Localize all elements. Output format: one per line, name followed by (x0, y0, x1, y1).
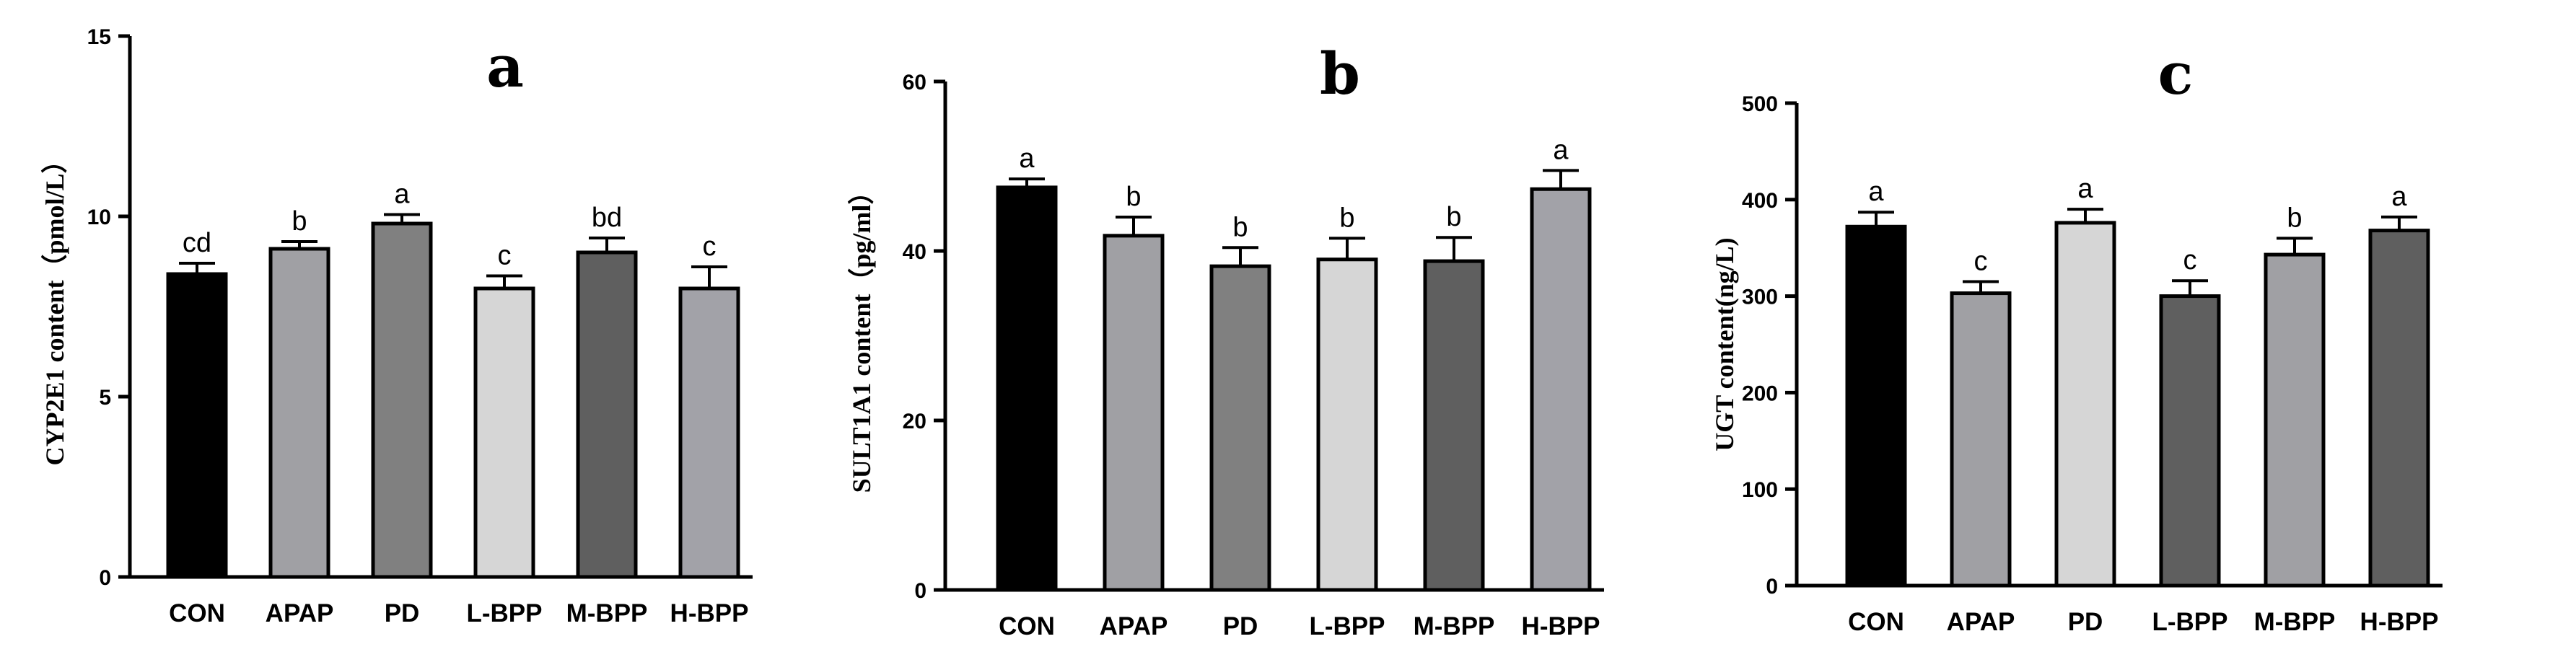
bar-con (1845, 224, 1907, 588)
x-tick-label: M-BPP (566, 599, 648, 627)
x-tick-label: CON (1848, 608, 1904, 636)
y-axis-label: SULT1A1 content（pg/ml） (847, 179, 876, 493)
significance-label: a (2077, 174, 2093, 204)
significance-label: b (2287, 203, 2302, 233)
significance-label: bd (592, 203, 622, 233)
bar-l-bpp (2159, 294, 2221, 588)
x-tick-label: CON (999, 612, 1055, 640)
significance-label: cd (183, 228, 211, 258)
x-tick-label: L-BPP (467, 599, 543, 627)
y-tick-label: 0 (914, 579, 926, 603)
x-tick-label: APAP (1100, 612, 1168, 640)
chart-panel-c: c UGT content(ng/L) a CON c APAP a PD c L-BPP b M-B… (1710, 40, 2443, 636)
y-tick-label: 400 (1742, 189, 1778, 213)
significance-label: c (498, 241, 512, 271)
bar-l-bpp (1316, 257, 1378, 592)
bar-pd (1209, 264, 1271, 592)
y-tick-label: 40 (903, 240, 926, 264)
y-tick-label: 20 (903, 410, 926, 433)
panel-letter: a (486, 32, 524, 100)
bar-con (996, 185, 1058, 592)
x-tick-label: APAP (266, 599, 334, 627)
bar-apap (1950, 291, 2012, 588)
bar-m-bpp (1423, 259, 1485, 592)
significance-label: a (394, 180, 410, 210)
y-tick-label: 500 (1742, 92, 1778, 116)
x-tick-label: H-BPP (670, 599, 749, 627)
y-tick-label: 5 (99, 386, 111, 410)
x-tick-label: L-BPP (1310, 612, 1385, 640)
y-tick-label: 100 (1742, 478, 1778, 502)
bar-h-bpp (2368, 229, 2430, 588)
chart-panel-b: b SULT1A1 content（pg/ml） a CON b APAP b PD b L-BP… (847, 40, 1604, 640)
bar-m-bpp (2264, 252, 2326, 588)
chart-panel-a: a CYP2E1 content（pmol/L） cd CON b APAP a PD c L-B… (40, 25, 753, 627)
x-tick-label: H-BPP (1522, 612, 1600, 640)
y-tick-label: 15 (87, 25, 111, 49)
significance-label: c (2183, 245, 2197, 275)
bar-con (166, 272, 228, 579)
panel-letter: b (1320, 40, 1360, 107)
significance-label: a (2391, 182, 2407, 212)
significance-label: a (1868, 177, 1884, 207)
x-tick-label: M-BPP (1414, 612, 1495, 640)
x-tick-label: H-BPP (2360, 608, 2439, 636)
x-tick-label: CON (169, 599, 225, 627)
significance-label: b (1126, 182, 1141, 212)
x-tick-label: PD (385, 599, 420, 627)
y-tick-label: 0 (99, 566, 111, 590)
bar-apap (1103, 234, 1165, 592)
x-tick-label: PD (1223, 612, 1258, 640)
significance-label: a (1019, 144, 1035, 174)
significance-label: b (1232, 212, 1248, 242)
y-tick-label: 200 (1742, 382, 1778, 405)
bar-m-bpp (576, 250, 638, 579)
significance-label: a (1553, 135, 1569, 165)
y-axis-label: UGT content(ng/L) (1710, 237, 1739, 451)
y-tick-label: 300 (1742, 286, 1778, 309)
x-tick-label: PD (2068, 608, 2103, 636)
significance-label: c (703, 232, 717, 262)
significance-label: b (292, 206, 307, 237)
bar-pd (371, 221, 433, 579)
y-tick-label: 60 (903, 71, 926, 94)
x-tick-label: M-BPP (2254, 608, 2336, 636)
significance-label: b (1339, 203, 1354, 233)
y-tick-label: 10 (87, 206, 111, 229)
bar-h-bpp (1530, 187, 1592, 592)
panel-letter: c (2158, 40, 2194, 107)
bar-apap (268, 247, 330, 579)
bar-l-bpp (473, 286, 535, 579)
bar-h-bpp (678, 286, 740, 579)
significance-label: c (1974, 247, 1988, 277)
bar-pd (2054, 221, 2116, 588)
x-tick-label: APAP (1947, 608, 2015, 636)
significance-label: b (1446, 202, 1461, 232)
y-axis-label: CYP2E1 content（pmol/L） (40, 148, 69, 466)
x-tick-label: L-BPP (2152, 608, 2228, 636)
y-tick-label: 0 (1766, 575, 1778, 599)
